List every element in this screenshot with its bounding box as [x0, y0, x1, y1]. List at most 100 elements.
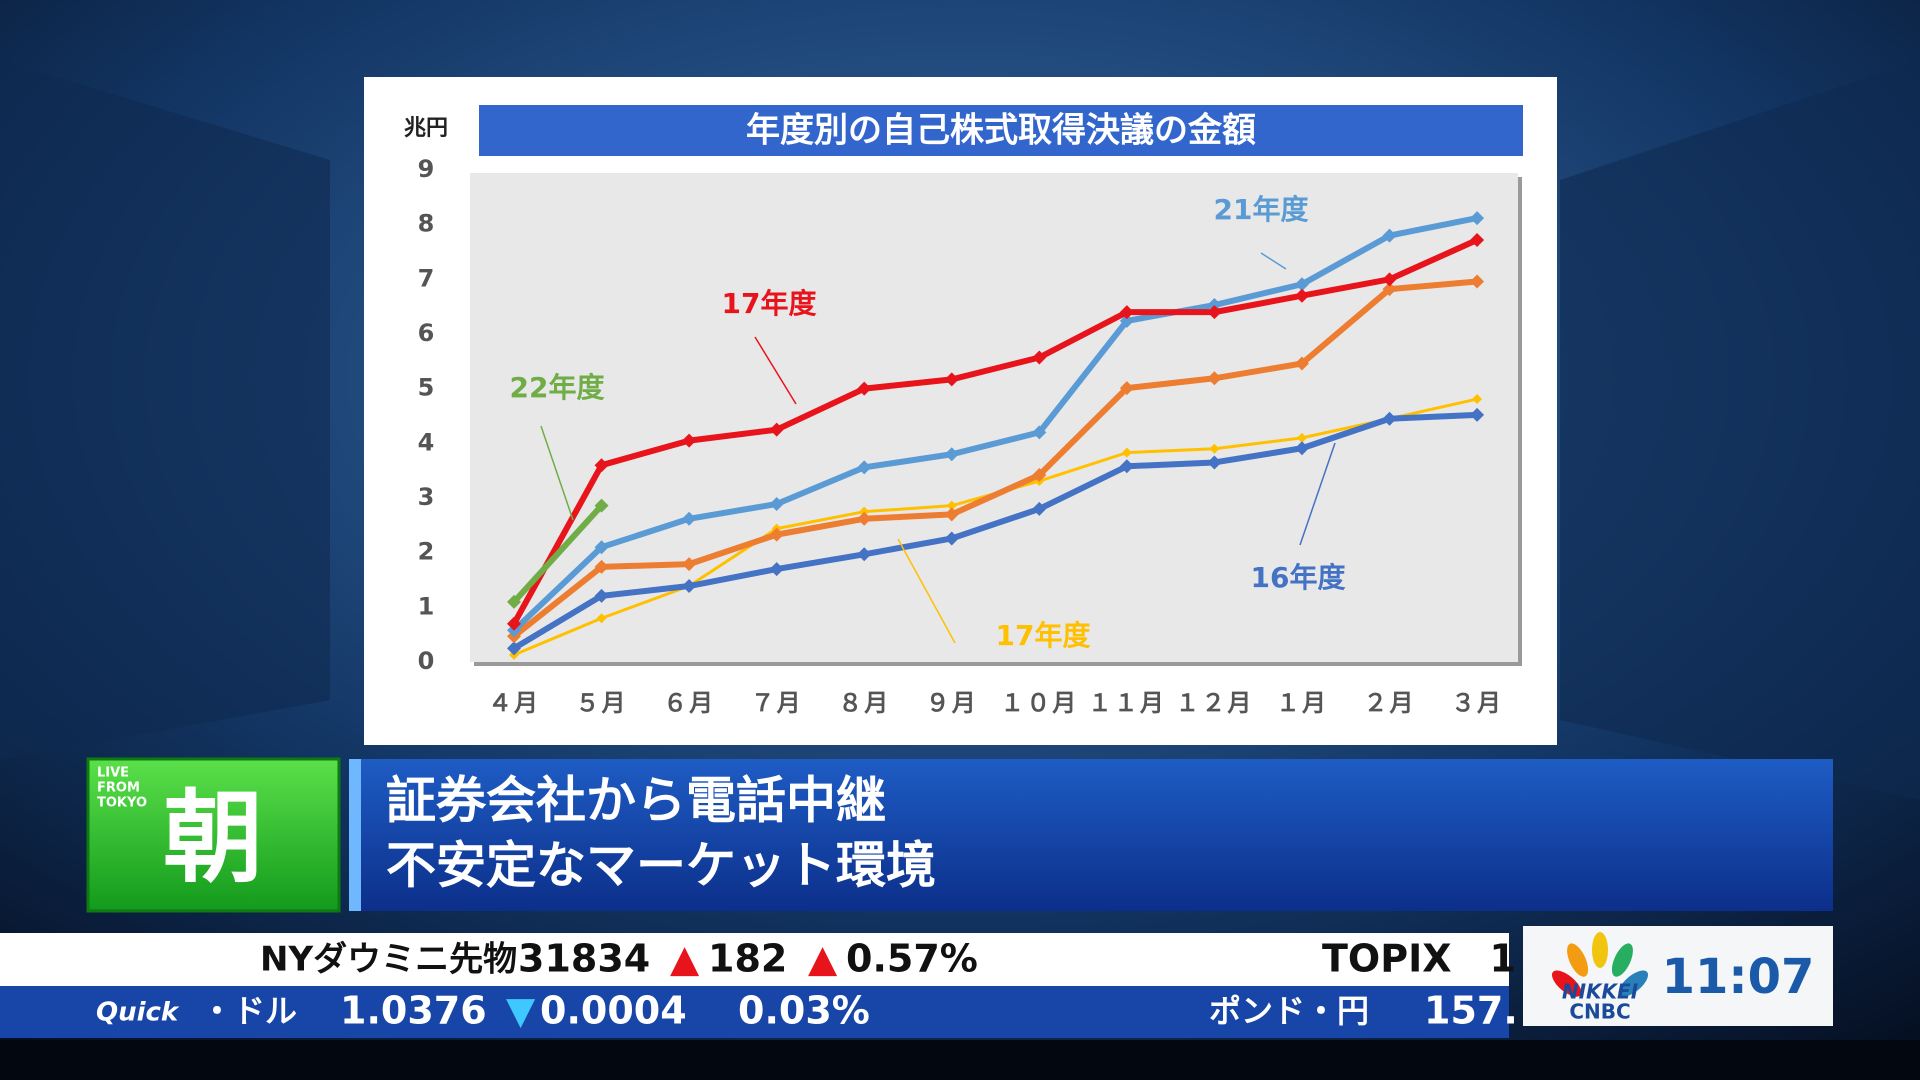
- x-tick-label: １１月: [1088, 689, 1166, 717]
- marker: [946, 500, 957, 511]
- marker: [1119, 381, 1134, 396]
- ticker-source: Quick: [96, 998, 180, 1028]
- y-tick-label: 0: [418, 647, 435, 675]
- ticker-next: TOPIX 1: [1322, 937, 1516, 981]
- ticker-row1: NYダウミニ先物 31834 ▲ 182 ▲ 0.57% TOPIX 1: [260, 937, 1516, 981]
- ticker-pct: 0.03%: [738, 989, 870, 1033]
- marker: [1119, 305, 1134, 320]
- marker: [594, 588, 609, 603]
- marker: [1121, 447, 1132, 458]
- program-box: [86, 757, 341, 913]
- marker: [594, 559, 609, 574]
- marker: [1032, 425, 1047, 440]
- peacock: [1551, 932, 1649, 997]
- marker: [1294, 356, 1309, 371]
- series-line: [512, 411, 1478, 651]
- ticker-name: ・ドル: [201, 992, 297, 1030]
- ticker-change: 0.0004: [540, 989, 687, 1033]
- marker: [682, 433, 697, 448]
- x-tick-label: ７月: [751, 689, 803, 717]
- ticker-row: [0, 986, 1509, 1038]
- ticker-up: ▲: [670, 937, 700, 981]
- marker: [596, 613, 607, 624]
- marker: [1470, 232, 1485, 247]
- marker: [1294, 288, 1309, 303]
- y-tick-label: 8: [418, 210, 435, 238]
- plot: 0 1 2 3 4 5 6 7 8 9 ４月 ５月 ６月 ７月 ８月 ９月 １０月 １１月 １２月 １月 ２月 ３月 21年…: [418, 155, 1503, 717]
- live-label: LIVE: [97, 766, 129, 781]
- marker: [682, 579, 697, 594]
- logo-brand: CNBC: [1569, 1000, 1630, 1024]
- marker: [507, 616, 521, 631]
- annotation-arrow: [1299, 442, 1336, 546]
- live-label: TOKYO: [97, 796, 147, 811]
- ticker-down: ▼: [506, 989, 536, 1033]
- series-line: [511, 237, 1479, 626]
- bg-shape: [1560, 60, 1920, 800]
- marker: [944, 447, 959, 462]
- marker: [1294, 441, 1309, 456]
- annotation: 16年度: [1251, 561, 1346, 594]
- marker: [944, 507, 959, 522]
- x-tick-label: １月: [1276, 689, 1328, 717]
- marker: [1207, 371, 1222, 386]
- marker: [1382, 411, 1397, 426]
- marker: [769, 422, 784, 437]
- feather: [1567, 943, 1589, 977]
- marker: [1382, 272, 1397, 287]
- marker: [682, 557, 697, 572]
- feather: [1551, 970, 1582, 997]
- ticker-next: ポンド・円: [1209, 992, 1369, 1030]
- series-line: [511, 503, 604, 604]
- marker: [1032, 468, 1047, 483]
- feather: [1611, 943, 1633, 977]
- feather: [1618, 970, 1649, 997]
- marker: [857, 381, 872, 396]
- y-tick-label: 1: [418, 592, 435, 620]
- y-tick-label: 3: [418, 483, 435, 511]
- annotation-arrow: [540, 425, 574, 521]
- program-name: 朝: [163, 779, 263, 896]
- y-tick-label: 7: [418, 264, 435, 292]
- marker: [1294, 277, 1309, 292]
- x-tick-label: ９月: [926, 689, 978, 717]
- ticker-change: 182: [708, 937, 787, 981]
- headline-box: [349, 759, 1833, 911]
- feather: [1592, 932, 1608, 968]
- series-line: [512, 278, 1478, 639]
- ticker-price: 31834: [518, 937, 650, 981]
- marker: [1209, 443, 1220, 454]
- marker: [1032, 501, 1047, 516]
- marker: [859, 506, 870, 517]
- marker: [1470, 407, 1485, 422]
- y-tick-label: 4: [418, 428, 435, 456]
- x-tick-label: １０月: [1000, 689, 1078, 717]
- y-tick-label: 5: [418, 374, 435, 402]
- ticker-name: NYダウミニ先物: [260, 940, 517, 980]
- x-tick-label: ２月: [1364, 689, 1416, 717]
- annotation-arrow: [754, 336, 797, 405]
- marker: [769, 527, 784, 542]
- y-tick-label: 9: [418, 155, 435, 183]
- bg-shape: [0, 60, 330, 760]
- marker: [1207, 455, 1222, 470]
- marker: [1119, 459, 1134, 474]
- marker: [944, 372, 959, 387]
- marker: [1382, 282, 1397, 297]
- headline: 証券会社から電話中継: [386, 772, 886, 830]
- marker: [944, 531, 959, 546]
- x-tick-label: ５月: [576, 689, 628, 717]
- y-tick-label: 6: [418, 319, 435, 347]
- marker: [1207, 305, 1222, 320]
- ticker-row2: Quick ・ドル 1.0376 ▼ 0.0004 0.03% ポンド・円 15…: [96, 989, 1518, 1033]
- marker: [857, 460, 872, 475]
- marker: [857, 547, 872, 562]
- annotation: 17年度: [722, 287, 817, 320]
- logo-box: [1523, 926, 1833, 1026]
- x-tick-label: ６月: [663, 689, 715, 717]
- ticker-row: [0, 933, 1509, 986]
- annotation-arrow: [897, 538, 956, 644]
- x-tick-label: ３月: [1451, 689, 1503, 717]
- marker: [1472, 394, 1483, 405]
